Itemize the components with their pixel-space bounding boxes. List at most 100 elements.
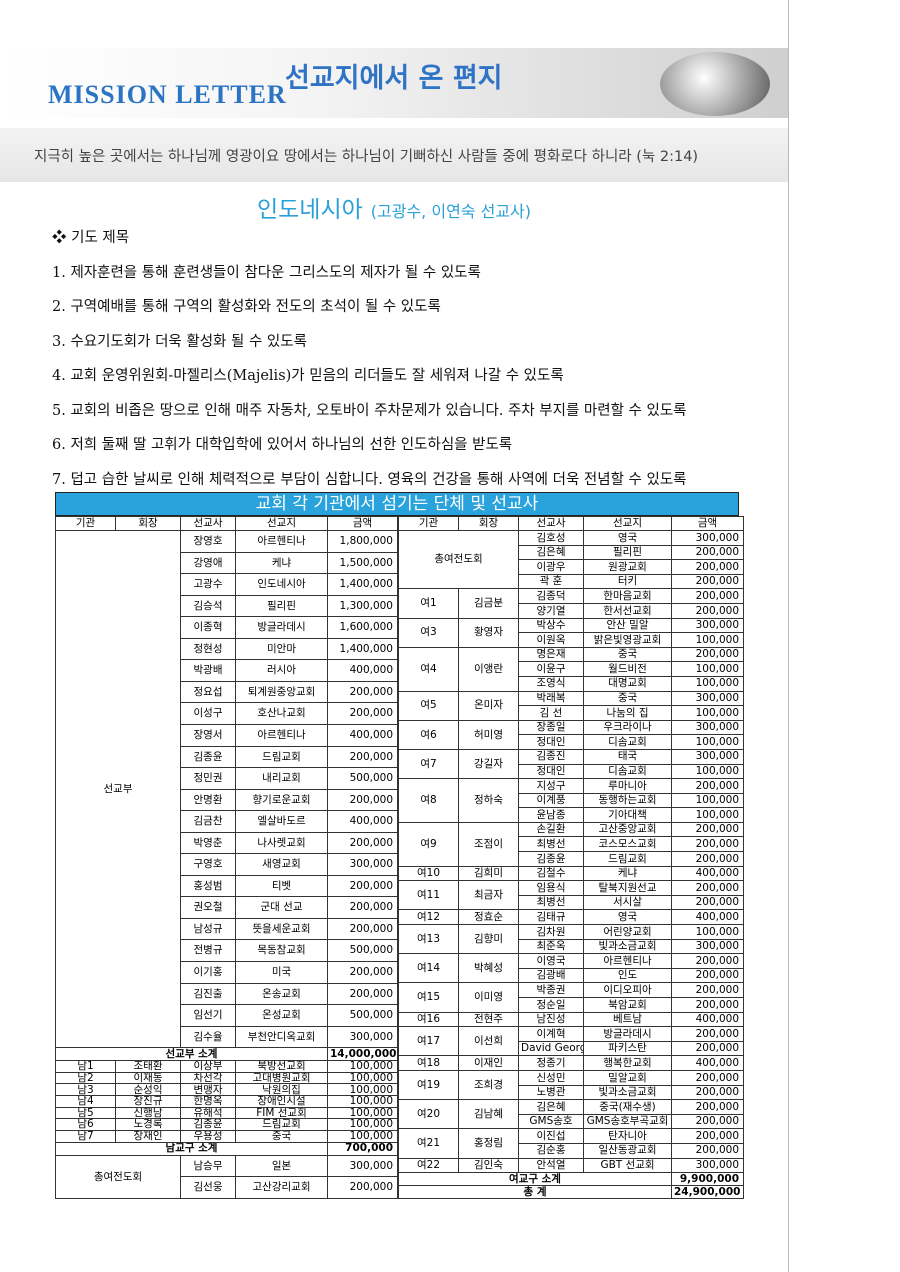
president: 전현주 <box>458 1011 519 1028</box>
missionary: 정순일 <box>518 997 584 1013</box>
mission-field: 코스모스교회 <box>583 836 672 853</box>
row: 김순홍 일산동광교회 200,000 <box>399 1142 744 1159</box>
org: 여1 <box>398 588 459 619</box>
org: 선교부 <box>55 530 181 1049</box>
amount: 200,000 <box>671 851 744 867</box>
subtotal-row: 남교구 소계 700,000 <box>55 1141 398 1156</box>
mission-field: 방글라데시 <box>583 1026 672 1042</box>
president: 김남혜 <box>458 1099 519 1130</box>
row: 최준옥 빛과소금교회 300,000 <box>399 938 744 955</box>
amount: 200,000 <box>671 997 744 1013</box>
mission-field: 디솜교회 <box>583 763 672 780</box>
missionary: 김광배 <box>518 967 584 984</box>
org: 여21 <box>398 1128 459 1159</box>
missionary: 이계풍 <box>518 792 584 809</box>
row: 박광배 러시아 400,000 <box>56 659 398 682</box>
row: 여16 전현주 남진성 베트남 400,000 <box>398 1011 744 1028</box>
amount: 100,000 <box>327 1095 398 1108</box>
column-header: 선교사 <box>518 516 584 531</box>
missionary: 손길환 <box>518 821 584 838</box>
missionary: 최준옥 <box>518 938 584 955</box>
amount: 300,000 <box>671 938 744 955</box>
missionary: 이성구 <box>180 702 236 725</box>
row: 김선웅 고산강리교회 200,000 <box>56 1176 398 1200</box>
mission-field: 장애인시설 <box>235 1095 328 1108</box>
president: 이앵란 <box>458 646 519 692</box>
subtotal-row: 선교부 소계 14,000,000 <box>55 1047 398 1062</box>
mission-field: 원광교회 <box>583 559 672 575</box>
president: 김희미 <box>458 865 519 882</box>
mission-field: 터키 <box>583 573 672 590</box>
org: 여12 <box>398 909 459 926</box>
org: 여7 <box>398 748 459 780</box>
row: 이원옥 밝은빛영광교회 100,000 <box>399 632 744 648</box>
org: 여20 <box>398 1099 459 1130</box>
mission-field: 영국 <box>583 909 672 926</box>
row: 남6 노경록 김종윤 드림교회 100,000 <box>55 1118 398 1131</box>
amount: 400,000 <box>327 723 398 747</box>
mission-field: 대명교회 <box>583 675 672 692</box>
row: 김승석 필리핀 1,300,000 <box>56 594 398 618</box>
mission-field: 미안마 <box>235 637 328 661</box>
mission-field: 밝은빛영광교회 <box>583 632 672 648</box>
row: 양기열 한서선교회 200,000 <box>399 602 744 619</box>
missionary: 김호성 <box>518 530 584 546</box>
amount: 100,000 <box>327 1106 398 1120</box>
missionary: 장종일 <box>518 719 584 736</box>
missionary: 이종혁 <box>180 616 236 639</box>
mission-field: 고대병원교회 <box>235 1071 328 1085</box>
row: 전병규 목동참교회 500,000 <box>56 939 398 962</box>
amount: 1,400,000 <box>327 637 398 661</box>
amount: 200,000 <box>327 745 398 769</box>
country-heading: 인도네시아 (고광수, 이연숙 선교사) <box>0 190 788 224</box>
org: 여16 <box>398 1011 459 1028</box>
missionary: 이윤구 <box>518 661 584 677</box>
president: 조태환 <box>115 1060 181 1073</box>
mission-field: 드림교회 <box>583 851 672 867</box>
missionary: 이원옥 <box>518 632 584 648</box>
row: 최병선 코스모스교회 200,000 <box>399 836 744 853</box>
row: 이광우 원광교회 200,000 <box>399 559 744 575</box>
row: 여18 이재인 정종기 행복한교회 400,000 <box>398 1055 744 1071</box>
amount: 200,000 <box>671 1099 744 1115</box>
amount: 1,400,000 <box>327 573 398 596</box>
mission-field: FIM 선교회 <box>235 1106 328 1120</box>
mission-field: 루마니아 <box>583 778 672 794</box>
globe-image <box>660 52 770 116</box>
row: 여17 이선희 이계혁 방글라데시 200,000 <box>398 1026 744 1057</box>
row: 정대인 디솜교회 100,000 <box>399 734 744 750</box>
missionary: 장영서 <box>180 723 236 747</box>
support-table: 교회 각 기관에서 섬기는 단체 및 선교사 기관 회장 선교사 선교지 금액 선교부 장영… <box>55 492 744 1200</box>
mission-field: 탄자니아 <box>583 1128 672 1144</box>
amount: 300,000 <box>671 530 744 546</box>
president: 김인숙 <box>458 1157 519 1174</box>
mission-field: 중국 <box>583 646 672 663</box>
row: 이계풍 동행하는교회 100,000 <box>399 792 744 809</box>
row: 김종윤 드림교회 200,000 <box>56 745 398 769</box>
missionary: 정대인 <box>518 763 584 780</box>
missionary: 정요섭 <box>180 680 236 704</box>
president: 황영자 <box>458 617 519 648</box>
mission-field: 나눔의 집 <box>583 705 672 721</box>
president: 온미자 <box>458 690 519 721</box>
missionary: 김선웅 <box>180 1176 236 1200</box>
logo: MISSION LETTER <box>48 80 287 109</box>
row: 남4 장진규 한명옥 장애인시설 100,000 <box>55 1095 398 1108</box>
amount: 500,000 <box>327 939 398 962</box>
amount: 200,000 <box>327 788 398 812</box>
mission-field: 파키스탄 <box>583 1040 672 1057</box>
verse-band <box>0 128 788 182</box>
missionary: David George <box>518 1040 584 1057</box>
org: 여18 <box>398 1055 459 1071</box>
mission-field: 서시살 <box>583 894 672 911</box>
missionary: 김진출 <box>180 982 236 1006</box>
amount: 200,000 <box>671 544 744 561</box>
country-subtitle: (고광수, 이연숙 선교사) <box>370 202 532 221</box>
row: 여10 김희미 김철수 케냐 400,000 <box>398 865 744 882</box>
mission-field: 아르헨티나 <box>235 723 328 747</box>
subtotal-label: 총 계 <box>398 1185 672 1200</box>
missionary: 곽 훈 <box>518 573 584 590</box>
table-right: 기관 회장 선교사 선교지 금액 총여전도회 김호성 영국 300,000 김은혜 필리핀 200,0… <box>398 516 744 1200</box>
row: 홍성범 티벳 200,000 <box>56 874 398 898</box>
amount: 1,500,000 <box>327 551 398 575</box>
